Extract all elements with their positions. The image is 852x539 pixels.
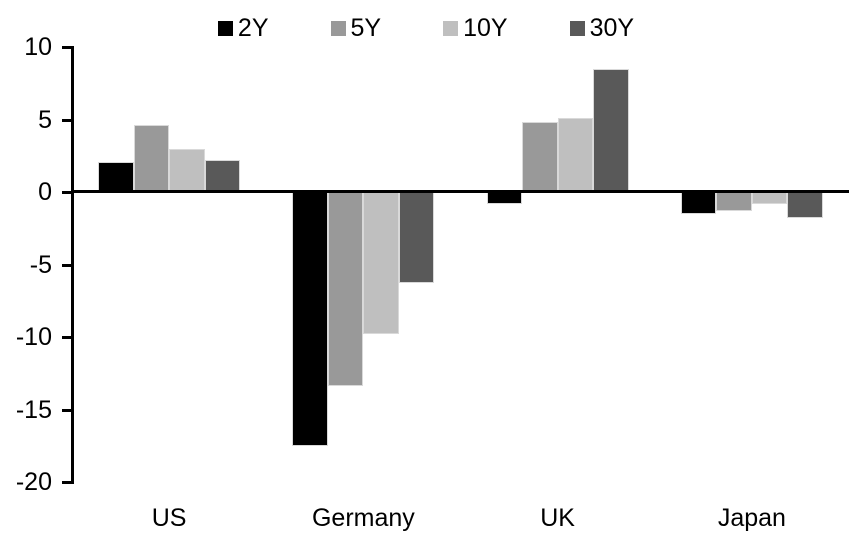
y-axis-tick-label: 0 <box>38 178 52 206</box>
legend-label-2y: 2Y <box>237 14 269 42</box>
bar-uk-30y <box>593 68 629 192</box>
bar-germany-2y <box>292 192 328 446</box>
bar-japan-2y <box>680 192 717 214</box>
legend-item-30y: 30Y <box>569 13 635 43</box>
bar-japan-5y <box>716 192 752 211</box>
y-axis-line <box>71 46 74 484</box>
legend-label-5y: 5Y <box>350 14 382 42</box>
x-axis-zero-baseline <box>71 190 849 193</box>
bar-uk-5y <box>522 122 558 192</box>
y-axis-tick <box>62 263 71 267</box>
y-axis-tick <box>62 481 71 484</box>
x-axis-label-germany: Germany <box>311 504 415 532</box>
y-axis-tick <box>62 408 71 412</box>
y-axis-tick-label: 10 <box>24 33 52 61</box>
bar-us-2y <box>98 161 134 192</box>
legend-item-5y: 5Y <box>330 13 382 43</box>
bar-japan-10y <box>751 192 788 204</box>
y-axis-tick <box>62 118 71 122</box>
legend-swatch-2y-icon <box>217 20 233 36</box>
y-axis-tick-label: 5 <box>38 105 52 134</box>
legend-swatch-5y-icon <box>330 20 346 36</box>
legend-item-2y: 2Y <box>217 13 269 43</box>
x-axis-label-us: US <box>151 504 187 532</box>
bar-germany-5y <box>327 192 364 387</box>
bar-uk-10y <box>557 118 594 192</box>
y-axis-tick <box>62 336 71 339</box>
bar-us-10y <box>169 148 205 192</box>
x-axis-label-japan: Japan <box>717 504 786 532</box>
y-axis-tick-label: -20 <box>15 468 52 496</box>
y-axis-tick <box>62 191 71 194</box>
legend-label-10y: 10Y <box>463 14 508 42</box>
legend: 2Y 5Y 10Y 30Y <box>0 13 852 43</box>
legend-swatch-30y-icon <box>569 20 585 36</box>
y-axis-tick-label: -15 <box>15 395 52 424</box>
legend-item-10y: 10Y <box>443 13 508 43</box>
bar-uk-2y <box>486 192 523 204</box>
bar-germany-30y <box>398 192 435 284</box>
bar-us-30y <box>204 160 241 192</box>
legend-label-30y: 30Y <box>589 14 635 42</box>
bar-japan-30y <box>787 192 823 219</box>
y-axis-tick-label: -10 <box>15 323 52 351</box>
bar-us-5y <box>133 125 170 192</box>
y-axis-tick-label: -5 <box>29 250 52 279</box>
x-axis-label-uk: UK <box>540 504 575 532</box>
y-axis-tick <box>62 46 71 49</box>
bar-germany-10y <box>363 192 399 335</box>
legend-swatch-10y-icon <box>443 20 459 36</box>
